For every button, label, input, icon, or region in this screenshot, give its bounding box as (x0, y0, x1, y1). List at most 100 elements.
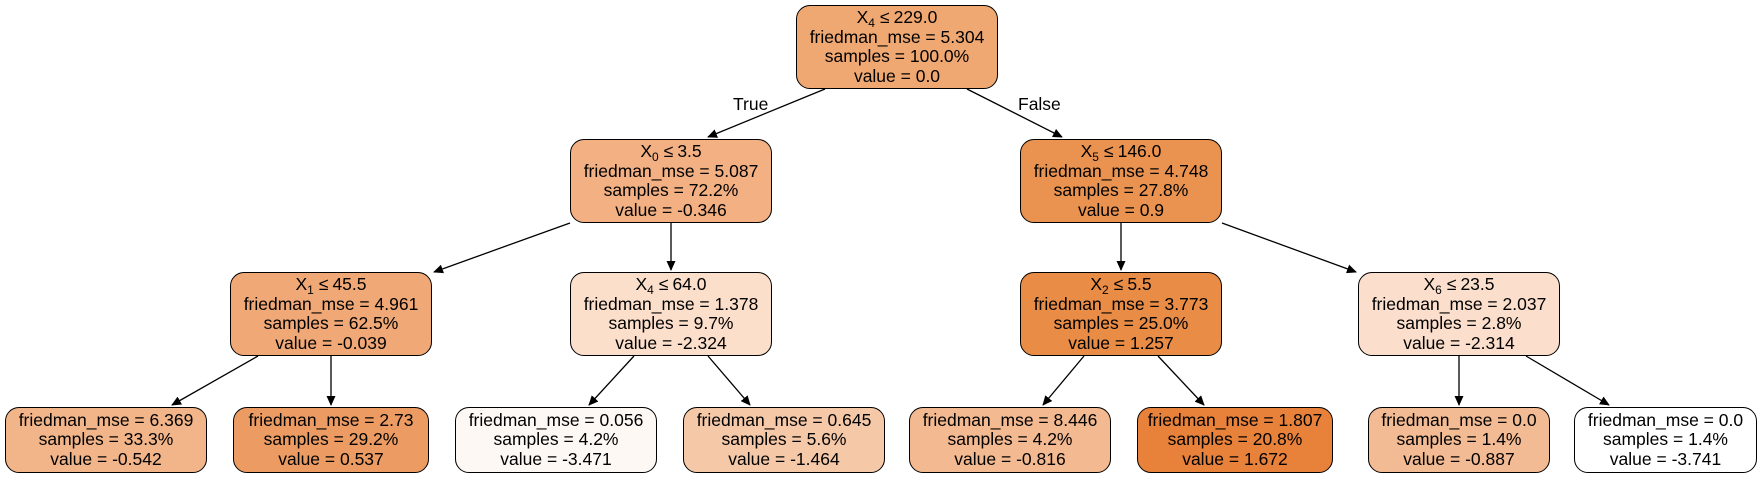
node-samples: samples = 1.4% (1396, 429, 1522, 450)
leaf-node: friedman_mse = 0.056 samples = 4.2% value … (455, 407, 657, 473)
edge-n5-n12 (1157, 355, 1205, 406)
split-node: X4 ≤229.0 friedman_mse = 5.304 samples = 10… (796, 5, 998, 89)
split-feature: X (635, 274, 648, 294)
leaf-node: friedman_mse = 8.446 samples = 4.2% value … (909, 407, 1111, 473)
edge-n6-n14 (1525, 355, 1610, 406)
split-feature: X (1423, 274, 1436, 294)
split-operator: ≤ (658, 274, 669, 294)
node-samples: samples = 1.4% (1603, 429, 1728, 450)
node-mse: friedman_mse = 0.645 (696, 409, 872, 430)
node-samples: samples = 4.2% (947, 429, 1073, 450)
split-operator: ≤ (663, 141, 674, 161)
split-threshold: 45.5 (332, 274, 367, 294)
split-threshold: 5.5 (1127, 274, 1152, 294)
split-operator: ≤ (879, 7, 890, 27)
node-samples: samples = 9.7% (608, 313, 734, 333)
split-condition: X1 ≤45.5 (295, 274, 367, 297)
split-node: X5 ≤146.0 friedman_mse = 4.748 samples = 27… (1020, 139, 1222, 223)
node-value: value = -0.887 (1403, 448, 1515, 469)
leaf-node: friedman_mse = 1.807 samples = 20.8% value… (1137, 407, 1333, 473)
node-value: value = 0.0 (853, 65, 941, 86)
split-operator: ≤ (1446, 274, 1457, 294)
split-feature: X (1080, 141, 1093, 161)
node-value: value = 0.9 (1077, 199, 1165, 220)
node-mse: friedman_mse = 1.378 (583, 293, 759, 314)
edge-n5-n11 (1042, 355, 1085, 406)
edge-n4-n9 (588, 355, 635, 406)
node-value: value = -0.039 (275, 332, 387, 353)
split-condition: X2 ≤5.5 (1090, 274, 1152, 297)
node-value: value = -0.542 (50, 448, 162, 469)
node-value: value = -1.464 (728, 448, 840, 469)
split-node: X2 ≤5.5 friedman_mse = 3.773 samples = 25.0… (1020, 272, 1222, 356)
edge-n0-n2 (966, 88, 1063, 138)
node-mse: friedman_mse = 2.037 (1371, 293, 1547, 314)
node-samples: samples = 5.6% (721, 429, 847, 450)
node-value: value = -2.314 (1403, 332, 1515, 353)
node-samples: samples = 62.5% (263, 313, 399, 333)
leaf-node: friedman_mse = 0.0 samples = 1.4% value = … (1574, 407, 1757, 473)
split-condition: X0 ≤3.5 (640, 141, 702, 164)
node-value: value = -0.346 (615, 199, 727, 220)
node-samples: samples = 72.2% (603, 180, 739, 200)
split-feature-index: 2 (1102, 283, 1109, 297)
split-condition: X6 ≤23.5 (1423, 274, 1495, 297)
edge-n2-n6 (1221, 222, 1357, 274)
node-samples: samples = 25.0% (1053, 313, 1189, 333)
node-mse: friedman_mse = 0.0 (1381, 409, 1537, 430)
split-feature: X (1090, 274, 1103, 294)
node-value: value = -3.741 (1609, 448, 1722, 469)
leaf-node: friedman_mse = 6.369 samples = 33.3% value… (5, 407, 207, 473)
node-mse: friedman_mse = 4.748 (1033, 160, 1209, 181)
edge-n4-n10 (707, 355, 751, 406)
node-value: value = -0.816 (954, 448, 1066, 469)
split-threshold: 3.5 (677, 141, 702, 161)
split-feature-index: 1 (307, 283, 314, 297)
node-value: value = 1.672 (1182, 448, 1288, 469)
split-threshold: 64.0 (672, 274, 707, 294)
node-mse: friedman_mse = 0.056 (468, 409, 644, 430)
node-samples: samples = 4.2% (493, 429, 619, 450)
split-node: X0 ≤3.5 friedman_mse = 5.087 samples = 72.2… (570, 139, 772, 223)
split-node: X6 ≤23.5 friedman_mse = 2.037 samples = 2.8… (1358, 272, 1560, 356)
node-samples: samples = 20.8% (1167, 429, 1303, 450)
node-value: value = -3.471 (500, 448, 612, 469)
node-mse: friedman_mse = 8.446 (922, 409, 1098, 430)
split-operator: ≤ (318, 274, 329, 294)
split-feature: X (295, 274, 308, 294)
node-mse: friedman_mse = 5.087 (583, 160, 759, 181)
edge-n1-n3 (433, 222, 571, 274)
split-node: X4 ≤64.0 friedman_mse = 1.378 samples = 9.7… (570, 272, 772, 356)
node-mse: friedman_mse = 6.369 (18, 409, 194, 430)
split-threshold: 229.0 (893, 7, 938, 27)
edge-label-true: True (733, 94, 769, 114)
leaf-node: friedman_mse = 0.645 samples = 5.6% value … (683, 407, 885, 473)
split-feature-index: 4 (868, 16, 875, 30)
node-value: value = 1.257 (1068, 332, 1174, 353)
node-samples: samples = 100.0% (824, 46, 970, 66)
split-feature: X (856, 7, 869, 27)
split-feature-index: 4 (647, 283, 654, 297)
node-samples: samples = 29.2% (263, 429, 399, 450)
node-mse: friedman_mse = 1.807 (1147, 409, 1323, 430)
edge-n3-n7 (171, 355, 259, 406)
split-node: X1 ≤45.5 friedman_mse = 4.961 samples = 62.… (230, 272, 432, 356)
split-condition: X4 ≤229.0 (856, 7, 938, 30)
node-mse: friedman_mse = 3.773 (1033, 293, 1209, 314)
split-threshold: 23.5 (1460, 274, 1495, 294)
node-mse: friedman_mse = 4.961 (243, 293, 419, 314)
split-feature-index: 0 (652, 150, 659, 164)
node-mse: friedman_mse = 0.0 (1587, 409, 1744, 430)
node-value: value = -2.324 (615, 332, 727, 353)
leaf-node: friedman_mse = 0.0 samples = 1.4% value = … (1368, 407, 1550, 473)
leaf-node: friedman_mse = 2.73 samples = 29.2% value … (233, 407, 429, 473)
node-mse: friedman_mse = 2.73 (248, 409, 414, 430)
split-feature-index: 5 (1092, 150, 1099, 164)
node-samples: samples = 27.8% (1053, 180, 1189, 200)
node-samples: samples = 33.3% (38, 429, 174, 450)
edge-label-false: False (1018, 94, 1061, 114)
node-value: value = 0.537 (278, 448, 384, 469)
split-operator: ≤ (1113, 274, 1124, 294)
split-feature-index: 6 (1435, 283, 1442, 297)
